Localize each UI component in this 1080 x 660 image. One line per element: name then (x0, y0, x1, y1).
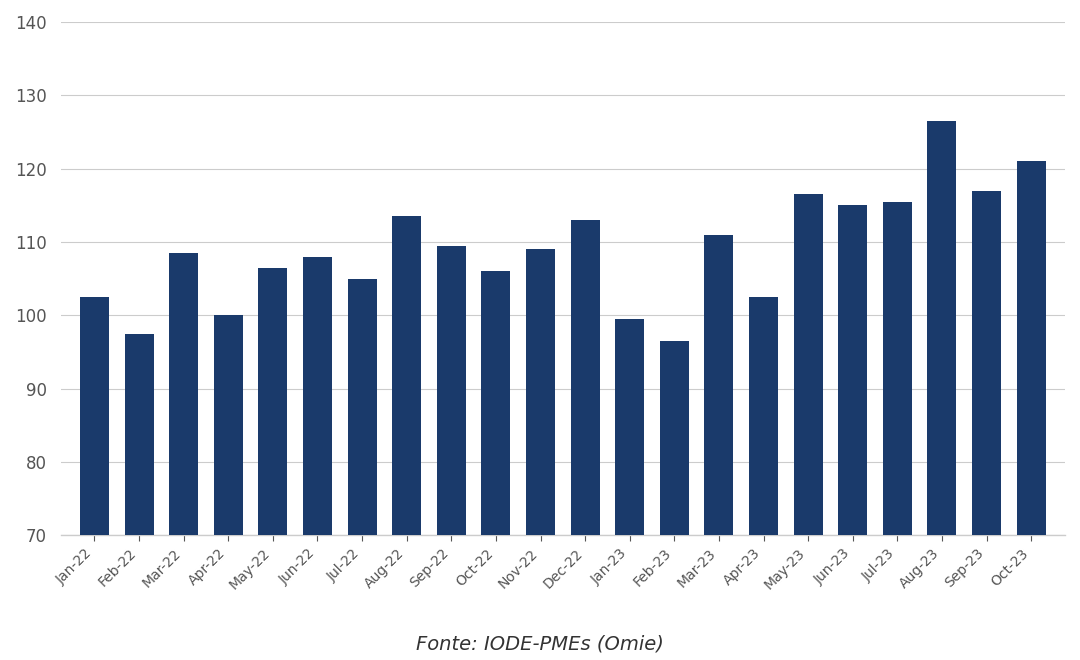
Text: Fonte: IODE-PMEs (Omie): Fonte: IODE-PMEs (Omie) (416, 634, 664, 653)
Bar (170, 253, 198, 535)
Bar (214, 315, 243, 535)
Bar (258, 267, 287, 535)
Bar (660, 341, 689, 535)
Bar (482, 271, 511, 535)
Bar (750, 297, 778, 535)
Bar (794, 194, 823, 535)
Bar (882, 201, 912, 535)
Bar (616, 319, 645, 535)
Bar (928, 121, 957, 535)
Bar (526, 249, 555, 535)
Bar (124, 333, 153, 535)
Bar (972, 191, 1001, 535)
Bar (303, 257, 332, 535)
Bar (704, 234, 733, 535)
Bar (570, 220, 599, 535)
Bar (838, 205, 867, 535)
Bar (392, 216, 421, 535)
Bar (80, 297, 109, 535)
Bar (436, 246, 465, 535)
Bar (348, 279, 377, 535)
Bar (1016, 161, 1045, 535)
